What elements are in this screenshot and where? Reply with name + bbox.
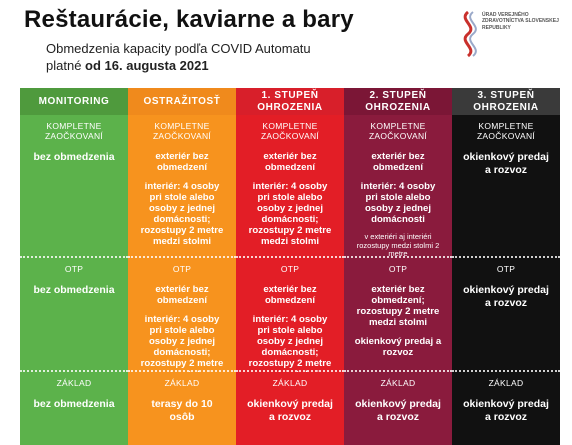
cell-label: ZÁKLAD xyxy=(272,378,308,388)
rule: interiér: 4 osoby pri stole alebo osoby … xyxy=(248,314,332,380)
subtitle-line: Obmedzenia kapacity podľa COVID Automatu xyxy=(46,41,311,56)
rule: exteriér bez obmedzení xyxy=(263,151,317,173)
rule: okienkový predaj a rozvoz xyxy=(354,336,442,358)
cell-label: KOMPLETNE ZAOČKOVANÍ xyxy=(260,121,320,141)
rule: bez obmedzenia xyxy=(33,398,115,410)
rule: okienkový predaj a rozvoz xyxy=(247,398,333,423)
cell-label: KOMPLETNE ZAOČKOVANÍ xyxy=(368,121,428,141)
cell-label: OTP xyxy=(172,264,192,274)
cell: KOMPLETNE ZAOČKOVANÍ exteriér bez obmedze… xyxy=(344,115,452,258)
cell: KOMPLETNE ZAOČKOVANÍ exteriér bez obmedze… xyxy=(128,115,236,258)
cell-label: KOMPLETNE ZAOČKOVANÍ xyxy=(44,121,104,141)
subtitle: Obmedzenia kapacity podľa COVID Automatu… xyxy=(46,40,311,74)
cell: ZÁKLAD okienkový predaj a rozvoz xyxy=(344,372,452,445)
rule: okienkový predaj a rozvoz xyxy=(463,284,549,309)
cell: KOMPLETNE ZAOČKOVANÍ okienkový predaj a r… xyxy=(452,115,560,258)
cell: ZÁKLAD okienkový predaj a rozvoz xyxy=(236,372,344,445)
cell-label: OTP xyxy=(388,264,408,274)
cell: KOMPLETNE ZAOČKOVANÍ exteriér bez obmedze… xyxy=(236,115,344,258)
rule: exteriér bez obmedzení; rozostupy 2 metr… xyxy=(356,284,440,328)
rule: terasy do 10 osôb xyxy=(151,398,213,423)
title: Reštaurácie, kaviarne a bary xyxy=(24,6,354,33)
cell-label: ZÁKLAD xyxy=(56,378,92,388)
cell-label: KOMPLETNE ZAOČKOVANÍ xyxy=(152,121,212,141)
rule: interiér: 4 osoby pri stole alebo osoby … xyxy=(140,314,224,380)
rule: interiér: 4 osoby pri stole alebo osoby … xyxy=(248,181,332,247)
rule: exteriér bez obmedzení xyxy=(155,151,209,173)
cell: OTP exteriér bez obmedzení; rozostupy 2 m… xyxy=(344,258,452,372)
rule: okienkový predaj a rozvoz xyxy=(355,398,441,423)
cell-label: ZÁKLAD xyxy=(380,378,416,388)
logo-mark xyxy=(469,11,477,57)
cell-label: OTP xyxy=(64,264,84,274)
cell: OTP exteriér bez obmedzení interiér: 4 oso… xyxy=(236,258,344,380)
logo xyxy=(463,10,477,58)
cell: OTP bez obmedzenia xyxy=(20,258,128,372)
column-header: MONITORING xyxy=(20,88,128,115)
logo-text: Úrad verejného zdravotníctva Slovenskej … xyxy=(482,12,559,31)
rule: interiér: 4 osoby pri stole alebo osoby … xyxy=(360,181,436,225)
cell-label: ZÁKLAD xyxy=(488,378,524,388)
cell-label: ZÁKLAD xyxy=(164,378,200,388)
subtitle-date: od 16. augusta 2021 xyxy=(85,58,209,73)
column-header: 1. STUPEŇ OHROZENIA xyxy=(236,88,344,115)
cell: OTP exteriér bez obmedzení interiér: 4 oso… xyxy=(128,258,236,380)
subtitle-line: platné od 16. augusta 2021 xyxy=(46,57,311,74)
table: MONITORING OSTRAŽITOSŤ 1. STUPEŇ OHROZENIA… xyxy=(20,88,560,445)
cell-label: KOMPLETNE ZAOČKOVANÍ xyxy=(476,121,536,141)
rule: interiér: 4 osoby pri stole alebo osoby … xyxy=(140,181,224,247)
cell: KOMPLETNE ZAOČKOVANÍ bez obmedzenia xyxy=(20,115,128,258)
rule: exteriér bez obmedzení xyxy=(155,284,209,306)
column-header: 3. STUPEŇ OHROZENIA xyxy=(452,88,560,115)
subtitle-prefix: platné xyxy=(46,58,82,73)
rule: bez obmedzenia xyxy=(33,284,115,296)
logo-mark xyxy=(463,10,473,58)
cell: ZÁKLAD okienkový predaj a rozvoz xyxy=(452,372,560,445)
rule: exteriér bez obmedzení xyxy=(371,151,425,173)
cell-label: OTP xyxy=(280,264,300,274)
rule: exteriér bez obmedzení xyxy=(263,284,317,306)
column-header: 2. STUPEŇ OHROZENIA xyxy=(344,88,452,115)
cell: OTP okienkový predaj a rozvoz xyxy=(452,258,560,372)
cell-label: OTP xyxy=(496,264,516,274)
rule: bez obmedzenia xyxy=(33,151,115,163)
column-header: OSTRAŽITOSŤ xyxy=(128,88,236,115)
rule: okienkový predaj a rozvoz xyxy=(463,151,549,176)
cell: ZÁKLAD terasy do 10 osôb xyxy=(128,372,236,445)
note: v exteriéri aj interiéri rozostupy medzi… xyxy=(356,232,440,258)
rule: okienkový predaj a rozvoz xyxy=(463,398,549,423)
cell: ZÁKLAD bez obmedzenia xyxy=(20,372,128,445)
